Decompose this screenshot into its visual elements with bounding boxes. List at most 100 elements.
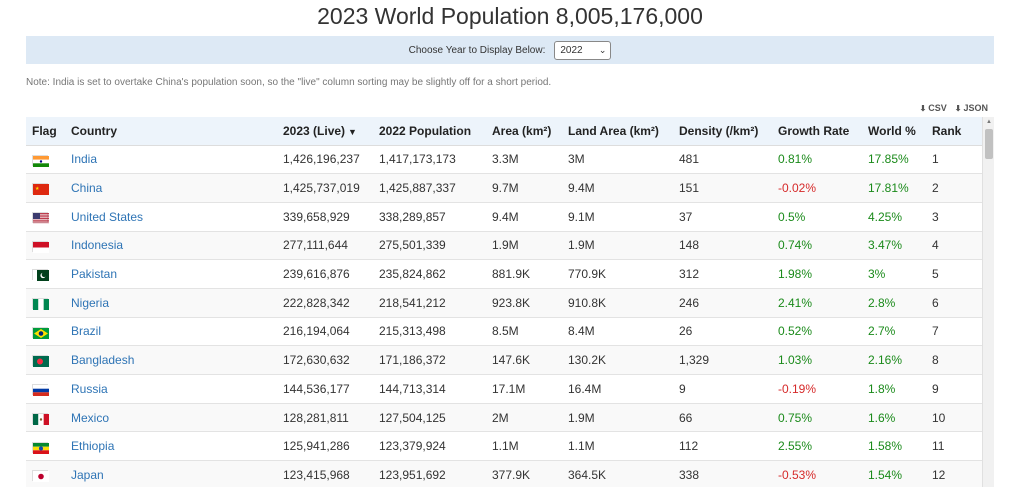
rank-cell: 11	[926, 431, 982, 462]
rank-cell: 7	[926, 317, 982, 347]
live-population-cell: 1,426,196,237	[277, 145, 373, 175]
land-area-cell: 364.5K	[562, 460, 673, 487]
world-percent-cell: 3%	[862, 259, 926, 289]
rank-cell: 5	[926, 259, 982, 289]
area-cell: 147.6K	[486, 345, 562, 375]
country-link[interactable]: Russia	[71, 381, 108, 396]
table-row: ★ China 1,425,737,019 1,425,887,337 9.7M…	[26, 173, 982, 203]
table-row: Indonesia 277,111,644 275,501,339 1.9M 1…	[26, 231, 982, 261]
world-percent-cell: 17.81%	[862, 173, 926, 203]
land-area-cell: 16.4M	[562, 374, 673, 404]
population-2022-cell: 127,504,125	[373, 403, 486, 433]
density-cell: 148	[673, 231, 772, 261]
country-link[interactable]: Nigeria	[71, 295, 110, 310]
table-scrollbar[interactable]: ▲	[982, 117, 994, 487]
header-2023-live[interactable]: 2023 (Live) ▼	[277, 117, 373, 146]
scrollbar-thumb[interactable]	[985, 129, 993, 159]
header-land-area[interactable]: Land Area (km²)	[562, 117, 673, 146]
country-link[interactable]: Indonesia	[71, 238, 124, 253]
land-area-cell: 8.4M	[562, 317, 673, 347]
country-cell: Bangladesh	[65, 345, 277, 375]
land-area-cell: 770.9K	[562, 259, 673, 289]
table-row: Ethiopia 125,941,286 123,379,924 1.1M 1.…	[26, 431, 982, 462]
export-csv-link[interactable]: ⬇ CSV	[920, 103, 947, 113]
header-flag[interactable]: Flag	[26, 117, 65, 146]
rank-cell: 6	[926, 288, 982, 318]
population-2022-cell: 123,379,924	[373, 431, 486, 462]
world-percent-cell: 1.58%	[862, 431, 926, 462]
table-row: United States 339,658,929 338,289,857 9.…	[26, 202, 982, 232]
header-2022-population[interactable]: 2022 Population	[373, 117, 486, 146]
population-table: Flag Country 2023 (Live) ▼ 2022 Populatio…	[26, 117, 982, 487]
table-row: Bangladesh 172,630,632 171,186,372 147.6…	[26, 345, 982, 375]
page-title: 2023 World Population 8,005,176,000	[317, 3, 703, 29]
live-population-cell: 125,941,286	[277, 431, 373, 462]
country-cell: Ethiopia	[65, 431, 277, 462]
rank-cell: 3	[926, 202, 982, 232]
country-link[interactable]: Ethiopia	[71, 439, 115, 454]
table-row: Pakistan 239,616,876 235,824,862 881.9K …	[26, 259, 982, 289]
indonesia-flag-icon	[32, 240, 49, 253]
flag-cell	[26, 317, 65, 347]
country-link[interactable]: China	[71, 181, 103, 196]
country-link[interactable]: Japan	[71, 467, 104, 482]
rank-cell: 9	[926, 374, 982, 404]
table-row: Nigeria 222,828,342 218,541,212 923.8K 9…	[26, 288, 982, 318]
us-flag-icon	[32, 212, 49, 225]
flag-cell	[26, 403, 65, 433]
header-country[interactable]: Country	[65, 117, 277, 146]
land-area-cell: 3M	[562, 145, 673, 175]
land-area-cell: 9.4M	[562, 173, 673, 203]
header-rank[interactable]: Rank	[926, 117, 982, 146]
mexico-flag-icon	[32, 412, 49, 425]
population-2022-cell: 1,417,173,173	[373, 145, 486, 175]
export-json-link[interactable]: ⬇ JSON	[955, 103, 988, 113]
country-cell: Indonesia	[65, 231, 277, 261]
header-density[interactable]: Density (/km²)	[673, 117, 772, 146]
land-area-cell: 1.1M	[562, 431, 673, 462]
flag-cell: ★	[26, 173, 65, 203]
density-cell: 151	[673, 173, 772, 203]
flag-cell	[26, 460, 65, 487]
country-cell: Nigeria	[65, 288, 277, 318]
flag-cell	[26, 431, 65, 462]
rank-cell: 1	[926, 145, 982, 175]
world-percent-cell: 3.47%	[862, 231, 926, 261]
growth-rate-cell: 0.81%	[772, 145, 862, 175]
pakistan-flag-icon	[32, 269, 49, 282]
country-link[interactable]: Brazil	[71, 324, 102, 339]
header-growth-rate[interactable]: Growth Rate	[772, 117, 862, 146]
header-world-percent[interactable]: World %	[862, 117, 926, 146]
country-link[interactable]: Mexico	[71, 410, 110, 425]
country-cell: United States	[65, 202, 277, 232]
population-table-container: Flag Country 2023 (Live) ▼ 2022 Populatio…	[26, 117, 994, 487]
nigeria-flag-icon	[32, 298, 49, 311]
year-selector-bar: Choose Year to Display Below: 2022 ⌄	[26, 36, 994, 64]
density-cell: 246	[673, 288, 772, 318]
population-2022-cell: 171,186,372	[373, 345, 486, 375]
country-cell: Brazil	[65, 317, 277, 347]
country-link[interactable]: India	[71, 152, 98, 167]
header-area[interactable]: Area (km²)	[486, 117, 562, 146]
table-row: Japan 123,415,968 123,951,692 377.9K 364…	[26, 460, 982, 487]
country-cell: Japan	[65, 460, 277, 487]
india-flag-icon	[32, 154, 49, 167]
country-link[interactable]: United States	[71, 209, 144, 224]
population-2022-cell: 215,313,498	[373, 317, 486, 347]
rank-cell: 4	[926, 231, 982, 261]
land-area-cell: 1.9M	[562, 231, 673, 261]
table-row: Mexico 128,281,811 127,504,125 2M 1.9M 6…	[26, 403, 982, 433]
country-link[interactable]: Bangladesh	[71, 353, 135, 368]
live-population-cell: 172,630,632	[277, 345, 373, 375]
country-link[interactable]: Pakistan	[71, 267, 118, 282]
sort-desc-icon: ▼	[348, 126, 357, 137]
chevron-down-icon: ⌄	[598, 44, 607, 55]
population-2022-cell: 338,289,857	[373, 202, 486, 232]
export-links: ⬇ CSV ⬇ JSON	[920, 103, 988, 113]
world-percent-cell: 4.25%	[862, 202, 926, 232]
world-percent-cell: 17.85%	[862, 145, 926, 175]
scroll-up-arrow-icon[interactable]: ▲	[986, 119, 992, 125]
density-cell: 312	[673, 259, 772, 289]
area-cell: 3.3M	[486, 145, 562, 175]
year-select[interactable]: 2022 ⌄	[554, 40, 612, 60]
